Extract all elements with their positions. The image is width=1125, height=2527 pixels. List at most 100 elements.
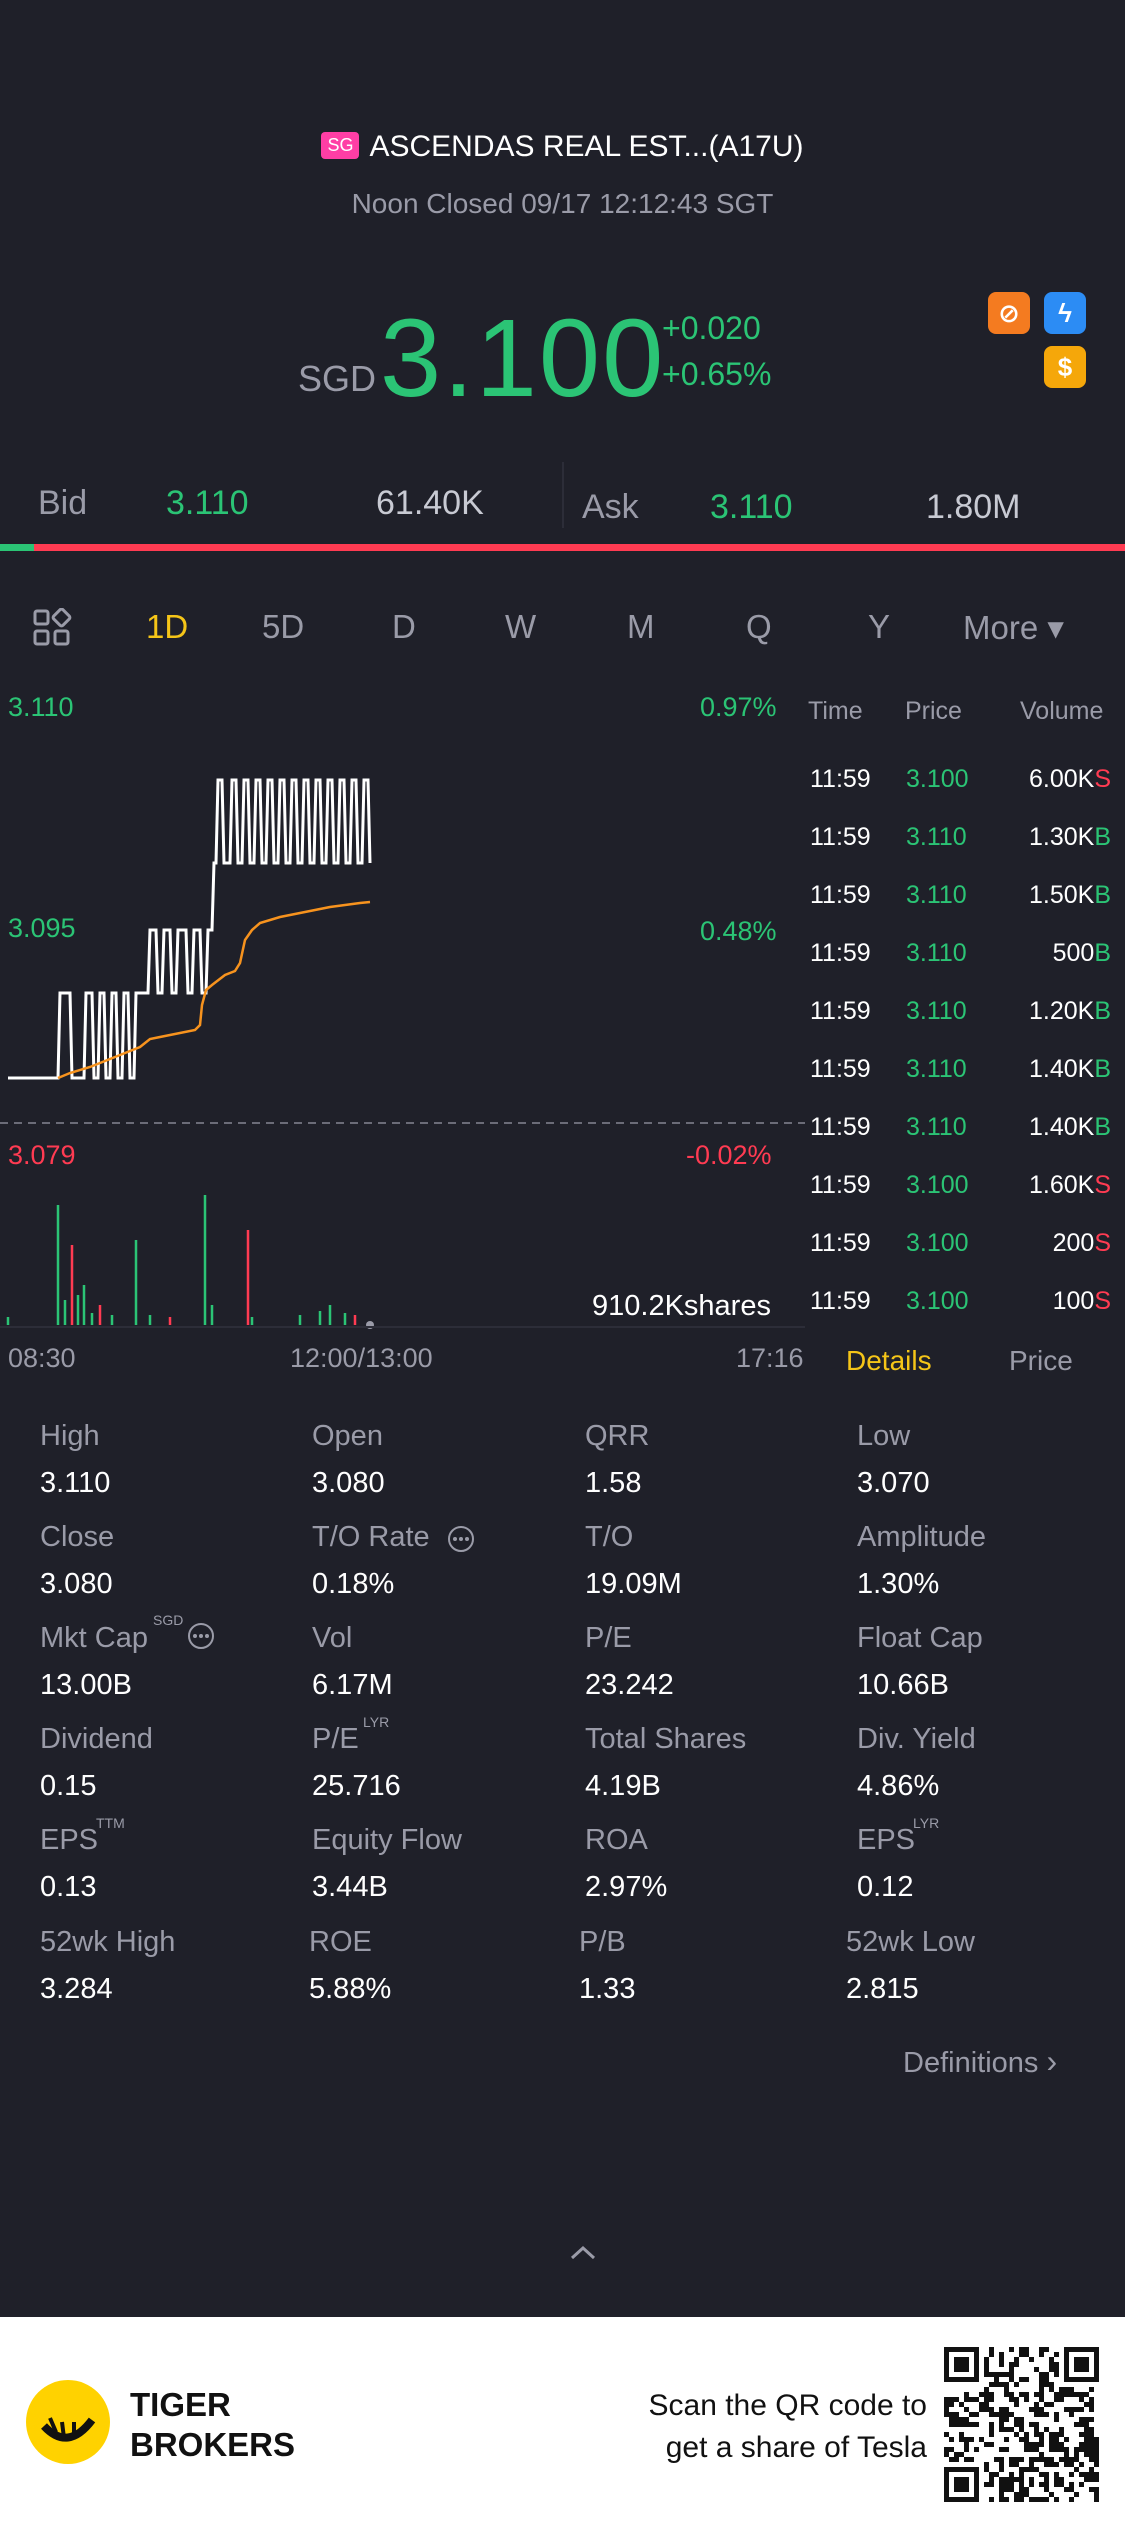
bid-ask-bar: Bid 3.110 61.40K Ask 3.110 1.80M xyxy=(0,462,1125,552)
definitions-label: Definitions xyxy=(903,2047,1039,2079)
stat-value: 3.080 xyxy=(312,1467,385,1499)
stat-value: 3.070 xyxy=(857,1467,930,1499)
last-price: 3.100 xyxy=(380,297,666,420)
stat-label: T/O xyxy=(585,1521,634,1553)
tick-time: 11:59 xyxy=(810,1229,871,1257)
dollar-icon[interactable]: $ xyxy=(1044,346,1086,388)
tab-d[interactable]: D xyxy=(392,608,416,645)
to-rate-info-icon[interactable] xyxy=(446,1524,476,1559)
tab-details[interactable]: Details xyxy=(846,1345,932,1376)
tick-time: 11:59 xyxy=(810,997,871,1025)
stat-label: Float Cap xyxy=(857,1622,983,1654)
tick-time: 11:59 xyxy=(810,765,871,793)
stat-label: 52wk Low xyxy=(846,1926,975,1958)
ask-label: Ask xyxy=(582,488,639,526)
tick-row: 11:59 3.110 1.30KB xyxy=(800,823,1125,881)
tick-volume-value: 200 xyxy=(1052,1229,1095,1257)
tick-volume-value: 6.00K xyxy=(1028,765,1095,793)
tick-side: S xyxy=(1094,1287,1111,1315)
qr-caption-line-2: get a share of Tesla xyxy=(665,2431,927,2464)
tick-volume-value: 1.30K xyxy=(1028,823,1095,851)
y-label-high: 3.110 xyxy=(8,692,74,722)
tick-header-price: Price xyxy=(905,697,962,725)
bid-price: 3.110 xyxy=(166,484,249,522)
mktcap-info-icon[interactable] xyxy=(186,1621,216,1656)
stat-label: Open xyxy=(312,1420,383,1452)
tick-volume: 100S xyxy=(1053,1287,1111,1316)
stat-value: 0.18% xyxy=(312,1568,395,1600)
bid-ask-ratio-bar xyxy=(0,544,1125,551)
volume-bars xyxy=(6,1195,357,1325)
tiger-logo-icon xyxy=(26,2380,110,2464)
tick-volume: 500B xyxy=(1053,939,1111,968)
stat-value: 10.66B xyxy=(857,1669,949,1701)
tab-5d[interactable]: 5D xyxy=(262,608,305,645)
pct-label-mid: 0.48% xyxy=(700,916,777,946)
tab-w[interactable]: W xyxy=(505,608,537,645)
promo-footer: TIGER BROKERS Scan the QR code to get a … xyxy=(0,2317,1125,2527)
tick-volume-value: 1.40K xyxy=(1028,1055,1095,1083)
tick-price: 3.100 xyxy=(906,1229,969,1257)
brand-line-2: BROKERS xyxy=(130,2426,296,2463)
chevron-right-icon: › xyxy=(1046,2043,1058,2079)
tab-q[interactable]: Q xyxy=(746,608,772,645)
stat-value: 19.09M xyxy=(585,1568,682,1600)
tick-side: S xyxy=(1094,1171,1111,1199)
tick-volume: 1.50KB xyxy=(1029,881,1111,910)
price-line xyxy=(8,778,372,1080)
stat-label: 52wk High xyxy=(40,1926,176,1958)
stat-value: 6.17M xyxy=(312,1669,393,1701)
tick-side: B xyxy=(1094,939,1111,967)
tick-price: 3.110 xyxy=(906,1113,967,1141)
pe-lyr-sup: LYR xyxy=(363,1714,390,1730)
tick-row: 11:59 3.100 1.60KS xyxy=(800,1171,1125,1229)
tick-side: B xyxy=(1094,1055,1111,1083)
tick-volume: 1.20KB xyxy=(1029,997,1111,1026)
qr-caption: Scan the QR code to get a share of Tesla xyxy=(649,2385,928,2469)
tick-side: S xyxy=(1094,1229,1111,1257)
tick-row: 11:59 3.110 500B xyxy=(800,939,1125,997)
tick-volume: 1.40KB xyxy=(1029,1113,1111,1142)
x-label-mid: 12:00/13:00 xyxy=(290,1343,433,1373)
currency-label: SGD xyxy=(298,358,377,399)
tab-y[interactable]: Y xyxy=(868,608,891,645)
tick-price: 3.110 xyxy=(906,997,967,1025)
tab-m[interactable]: M xyxy=(627,608,655,645)
tick-row: 11:59 3.110 1.20KB xyxy=(800,997,1125,1055)
qr-code-icon[interactable] xyxy=(944,2347,1099,2502)
definitions-link[interactable]: Definitions › xyxy=(903,2043,1057,2080)
tab-1d[interactable]: 1D xyxy=(146,608,189,645)
stat-label: ROE xyxy=(309,1926,372,1958)
y-label-mid: 3.095 xyxy=(8,913,76,943)
tab-price[interactable]: Price xyxy=(1009,1345,1073,1376)
tick-row: 11:59 3.100 200S xyxy=(800,1229,1125,1287)
chevron-up-icon[interactable] xyxy=(568,2242,598,2267)
stat-value: 23.242 xyxy=(585,1669,674,1701)
tick-row: 11:59 3.100 6.00KS xyxy=(800,765,1125,823)
stat-value: 1.30% xyxy=(857,1568,940,1600)
stat-label: QRR xyxy=(585,1420,650,1452)
layout-grid-icon[interactable] xyxy=(32,607,72,656)
no-short-icon[interactable]: ⊘ xyxy=(988,292,1030,334)
stat-value: 0.12 xyxy=(857,1871,914,1903)
tick-time: 11:59 xyxy=(810,881,871,909)
tick-side: B xyxy=(1094,823,1111,851)
stat-label: Close xyxy=(40,1521,115,1553)
market-status: Noon Closed 09/17 12:12:43 SGT xyxy=(351,188,774,219)
tick-row: 11:59 3.100 100S xyxy=(800,1287,1125,1345)
bid-label: Bid xyxy=(38,484,88,522)
ask-size: 1.80M xyxy=(926,488,1021,526)
stat-label: Total Shares xyxy=(585,1723,747,1755)
tick-header-volume: Volume xyxy=(1020,697,1104,725)
tick-row: 11:59 3.110 1.40KB xyxy=(800,1055,1125,1113)
lightning-icon[interactable]: ϟ xyxy=(1044,292,1086,334)
tick-time: 11:59 xyxy=(810,939,871,967)
tick-side: B xyxy=(1094,1113,1111,1141)
eps-ttm-sup: TTM xyxy=(96,1815,125,1831)
tab-more[interactable]: More ▾ xyxy=(963,609,1064,646)
mktcap-currency-sup: SGD xyxy=(153,1612,184,1628)
intraday-chart[interactable]: 3.110 0.97% 3.095 0.48% 3.079 -0.02% 910… xyxy=(0,685,810,1373)
market-badge: SG xyxy=(321,132,360,159)
tick-price: 3.100 xyxy=(906,1171,969,1199)
tick-price: 3.100 xyxy=(906,765,969,793)
